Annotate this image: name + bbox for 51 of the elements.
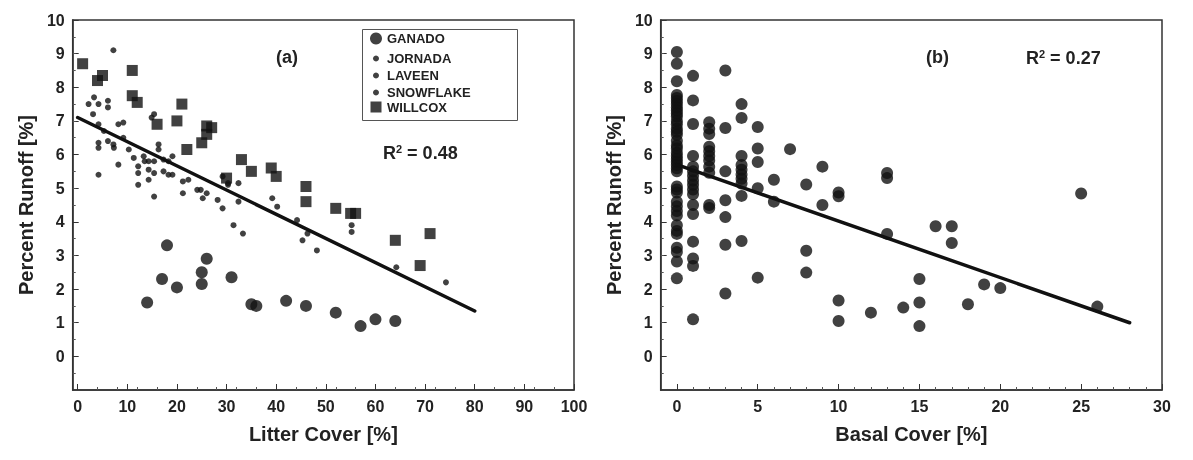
y-tick-label: 9 xyxy=(643,45,653,63)
y-tick-label: 7 xyxy=(643,112,653,130)
x-tick-label: 30 xyxy=(217,397,236,415)
y-tick-label: 3 xyxy=(55,246,65,264)
x-tick-label: 0 xyxy=(73,397,83,415)
x-tick-label: 25 xyxy=(1072,397,1091,415)
y-tick-label: 10 xyxy=(46,11,65,29)
y-tick-label: 2 xyxy=(55,280,65,298)
x-tick-label: 20 xyxy=(991,397,1010,415)
y-tick-label: 5 xyxy=(643,179,653,197)
annotation: (a) xyxy=(276,47,298,67)
y-tick-label: 9 xyxy=(55,45,65,63)
y-tick-label: 1 xyxy=(643,314,653,332)
x-tick-label: 100 xyxy=(560,397,588,415)
y-tick-label: 7 xyxy=(55,112,65,130)
y-tick-label: 6 xyxy=(55,146,65,164)
x-tick-label: 15 xyxy=(910,397,929,415)
legend-label: WILLCOX xyxy=(387,99,448,115)
legend-label: JORNADA xyxy=(387,51,452,66)
legend-label: SNOWFLAKE xyxy=(387,85,472,100)
y-tick-label: 4 xyxy=(55,213,65,231)
y-tick-label: 5 xyxy=(55,179,65,197)
legend-label: GANADO xyxy=(387,31,445,46)
y-tick-label: 6 xyxy=(643,146,653,164)
x-tick-label: 10 xyxy=(829,397,848,415)
y-axis-title: Percent Runoff [%] xyxy=(603,115,625,295)
x-tick-label: 0 xyxy=(672,397,682,415)
y-tick-label: 3 xyxy=(643,246,653,264)
x-tick-label: 40 xyxy=(267,397,286,415)
x-axis-title: Basal Cover [%] xyxy=(835,423,988,445)
annotation: (b) xyxy=(926,47,949,67)
y-tick-label: 10 xyxy=(634,11,653,29)
y-tick-label: 0 xyxy=(643,347,653,365)
y-tick-label: 8 xyxy=(643,78,653,96)
x-tick-label: 50 xyxy=(316,397,335,415)
x-tick-label: 70 xyxy=(416,397,435,415)
x-tick-label: 90 xyxy=(515,397,534,415)
x-tick-label: 20 xyxy=(168,397,186,415)
y-tick-label: 2 xyxy=(643,280,653,298)
x-axis-title: Litter Cover [%] xyxy=(248,423,398,445)
y-tick-label: 0 xyxy=(55,347,65,365)
y-axis-title: Percent Runoff [%] xyxy=(15,115,37,295)
legend-label: LAVEEN xyxy=(387,68,439,83)
y-tick-label: 1 xyxy=(55,314,65,332)
x-tick-label: 10 xyxy=(118,397,137,415)
y-tick-label: 4 xyxy=(643,213,653,231)
x-tick-label: 80 xyxy=(465,397,484,415)
x-tick-label: 60 xyxy=(366,397,385,415)
y-tick-label: 8 xyxy=(55,78,65,96)
x-tick-label: 30 xyxy=(1153,397,1171,415)
x-tick-label: 5 xyxy=(753,397,763,415)
